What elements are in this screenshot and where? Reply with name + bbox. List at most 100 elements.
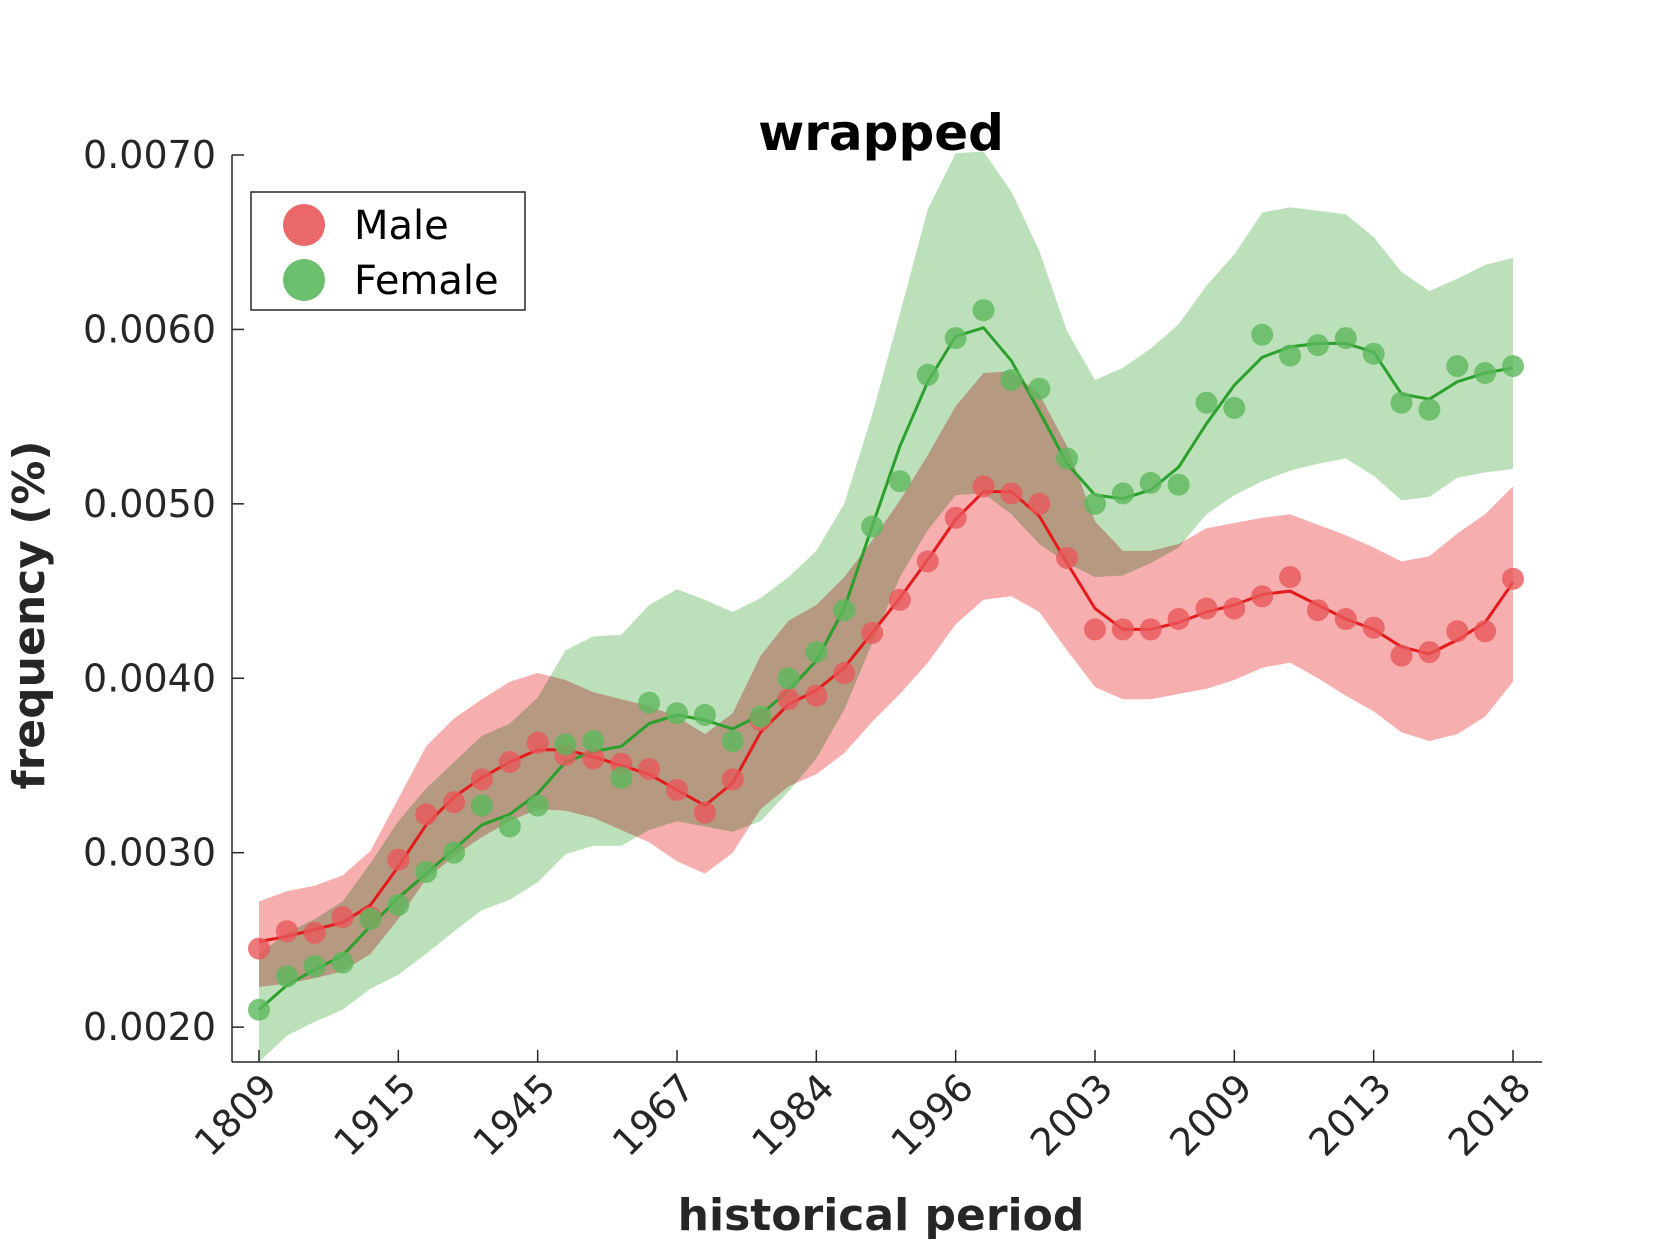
- chart-title: wrapped: [758, 104, 1004, 162]
- x-tick-label: 1945: [465, 1065, 565, 1165]
- point-male: [1195, 597, 1218, 620]
- confidence-bands: [259, 151, 1513, 1062]
- point-female: [666, 702, 688, 725]
- point-male: [415, 803, 438, 826]
- y-tick-label: 0.0040: [83, 656, 216, 700]
- x-tick-label: 2003: [1022, 1065, 1122, 1165]
- point-female: [331, 951, 354, 974]
- point-female: [833, 599, 856, 622]
- point-male: [944, 506, 967, 529]
- legend-label-male: Male: [354, 203, 449, 249]
- point-female: [1000, 369, 1023, 391]
- legend-marker-male: [283, 204, 325, 246]
- x-tick-label: 2018: [1440, 1065, 1540, 1165]
- point-male: [470, 768, 493, 791]
- point-male: [916, 550, 939, 573]
- point-male: [443, 791, 466, 814]
- point-male: [1084, 618, 1106, 641]
- point-male: [275, 920, 298, 943]
- point-female: [1251, 323, 1274, 346]
- point-female: [888, 470, 911, 493]
- point-male: [498, 751, 521, 773]
- point-male: [861, 621, 884, 644]
- point-male: [693, 801, 716, 824]
- line-male: [258, 490, 1515, 944]
- x-tick-label: 2013: [1301, 1065, 1401, 1165]
- point-male: [303, 921, 326, 944]
- point-male: [1362, 616, 1385, 639]
- point-male: [1251, 585, 1274, 608]
- point-male: [582, 747, 605, 770]
- point-female: [610, 766, 633, 789]
- point-male: [888, 588, 911, 611]
- point-female: [916, 363, 939, 386]
- x-tick-label: 2009: [1161, 1065, 1261, 1165]
- point-female: [638, 691, 661, 714]
- point-female: [443, 841, 466, 864]
- point-female: [526, 794, 549, 817]
- point-male: [1334, 608, 1357, 630]
- band-male: [259, 371, 1513, 987]
- point-female: [359, 908, 382, 930]
- point-female: [1111, 482, 1134, 505]
- point-female: [1390, 391, 1413, 414]
- point-female: [554, 733, 577, 756]
- point-male: [666, 778, 688, 801]
- point-female: [1056, 447, 1079, 470]
- point-female: [1028, 377, 1051, 400]
- legend: Male Female: [250, 191, 526, 311]
- point-male: [1306, 599, 1329, 622]
- point-female: [1306, 334, 1329, 357]
- point-female: [1084, 492, 1106, 515]
- point-male: [1446, 620, 1469, 643]
- point-male: [1418, 641, 1441, 664]
- point-female: [303, 955, 326, 978]
- point-female: [387, 894, 410, 916]
- point-male: [1167, 608, 1190, 630]
- point-male: [1000, 482, 1023, 505]
- point-female: [1418, 398, 1441, 421]
- point-male: [1474, 620, 1497, 643]
- y-tick-label: 0.0060: [83, 307, 216, 351]
- point-male: [1279, 566, 1302, 589]
- x-tick-label: 1996: [883, 1065, 983, 1165]
- point-female: [1334, 327, 1357, 350]
- point-female: [1167, 473, 1190, 496]
- point-female: [749, 705, 772, 728]
- point-female: [944, 327, 967, 350]
- point-female: [1502, 355, 1524, 378]
- point-male: [1056, 546, 1079, 569]
- point-female: [721, 730, 744, 753]
- point-male: [248, 937, 270, 960]
- band-female: [259, 151, 1513, 1062]
- point-male: [1502, 567, 1524, 590]
- point-male: [721, 768, 744, 791]
- point-female: [805, 641, 828, 664]
- point-female: [1474, 362, 1497, 384]
- point-female: [1446, 355, 1469, 378]
- series-lines: [258, 325, 1515, 1011]
- point-male: [1390, 644, 1413, 667]
- point-female: [693, 703, 716, 726]
- point-female: [498, 815, 521, 838]
- point-male: [972, 475, 995, 498]
- x-axis-title: historical period: [678, 1190, 1085, 1241]
- point-female: [415, 860, 438, 883]
- x-tick-label: 1915: [325, 1065, 425, 1165]
- point-female: [248, 998, 270, 1021]
- point-male: [638, 758, 661, 780]
- point-female: [777, 667, 800, 690]
- point-female: [1279, 344, 1302, 367]
- point-female: [470, 794, 493, 817]
- point-male: [1139, 618, 1162, 641]
- point-male: [1028, 492, 1051, 515]
- point-female: [1195, 391, 1218, 414]
- y-tick-label: 0.0070: [83, 133, 216, 177]
- point-female: [972, 299, 995, 322]
- point-male: [526, 731, 549, 754]
- y-tick-label: 0.0050: [83, 482, 216, 526]
- point-female: [582, 730, 605, 753]
- series-markers: [248, 299, 1524, 1021]
- point-female: [861, 515, 884, 538]
